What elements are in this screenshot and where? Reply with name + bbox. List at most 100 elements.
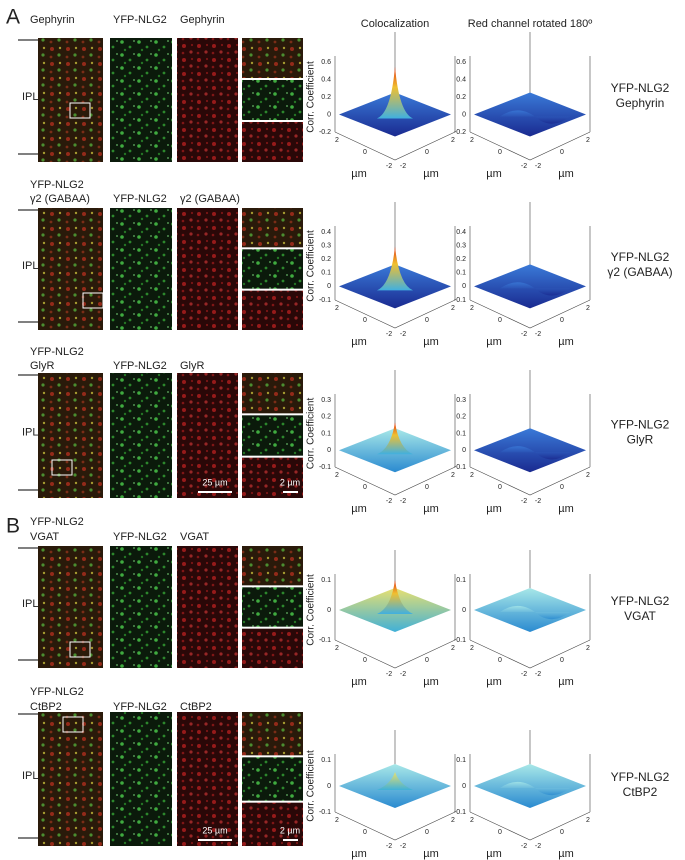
inset-image	[242, 38, 303, 78]
z-tick-label: -0.1	[319, 297, 331, 304]
ipl-label: IPL	[22, 91, 39, 103]
row-label: CtBP2	[623, 785, 658, 799]
y-tick-label: -2	[535, 498, 541, 505]
z-axis-label: Corr. Coefficient	[306, 230, 317, 302]
scale-label: 25 µm	[202, 477, 227, 487]
axis-unit: µm	[423, 676, 439, 688]
row-label: VGAT	[624, 609, 656, 623]
image-label: γ2 (GABAA)	[30, 193, 90, 205]
surface-bump	[500, 110, 570, 124]
axis-floor	[334, 466, 456, 496]
y-tick-label: 0	[425, 657, 429, 664]
z-tick-label: 0	[327, 783, 331, 790]
inset-image	[242, 628, 303, 668]
inset-image	[242, 122, 303, 162]
x-tick-label: 0	[498, 317, 502, 324]
y-tick-label: 2	[451, 137, 455, 144]
inset-image	[242, 712, 303, 756]
y-tick-label: 0	[425, 317, 429, 324]
y-tick-label: 2	[586, 305, 590, 312]
red-image	[177, 208, 238, 330]
z-tick-label: -0.1	[319, 464, 331, 471]
scale-label: 2 µm	[280, 825, 300, 835]
scale-label: 25 µm	[202, 825, 227, 835]
surface-peak	[377, 246, 413, 291]
axis-floor	[469, 131, 591, 161]
x-tick-label: 0	[498, 484, 502, 491]
roi-box	[62, 716, 84, 733]
surface-peak	[377, 580, 413, 614]
axis-unit: µm	[351, 848, 367, 860]
green-image	[110, 373, 172, 498]
y-tick-label: -2	[535, 163, 541, 170]
inset-image	[242, 208, 303, 248]
z-tick-label: 0.2	[321, 94, 331, 101]
y-tick-label: 2	[451, 305, 455, 312]
column-header: Red channel rotated 180º	[468, 18, 593, 30]
axis-unit: µm	[486, 503, 502, 515]
axis-unit: µm	[558, 848, 574, 860]
axis-unit: µm	[558, 503, 574, 515]
axis-unit: µm	[486, 676, 502, 688]
red-image	[177, 712, 238, 846]
image-label: Gephyrin	[180, 14, 225, 26]
image-label: YFP-NLG2	[30, 346, 84, 358]
x-tick-label: 2	[335, 472, 339, 479]
image-label: GlyR	[30, 360, 55, 372]
row-label: YFP-NLG2	[611, 770, 670, 784]
axis-unit: µm	[486, 168, 502, 180]
roi-box	[51, 459, 73, 476]
axis-floor	[334, 639, 456, 669]
x-tick-label: 0	[363, 317, 367, 324]
x-tick-label: 2	[335, 817, 339, 824]
z-tick-label: 0.2	[456, 94, 466, 101]
ipl-label: IPL	[22, 260, 39, 272]
axis-floor	[469, 639, 591, 669]
inset-image	[242, 587, 303, 627]
axis-unit: µm	[486, 336, 502, 348]
z-tick-label: 0.3	[456, 397, 466, 404]
green-image	[110, 208, 172, 330]
z-tick-label: 0.4	[456, 229, 466, 236]
z-tick-label: -0.2	[454, 129, 466, 136]
z-tick-label: -0.1	[454, 297, 466, 304]
ipl-label: IPL	[22, 770, 39, 782]
z-tick-label: 0	[462, 447, 466, 454]
y-tick-label: -2	[535, 671, 541, 678]
axis-unit: µm	[558, 676, 574, 688]
axis-floor	[334, 299, 456, 329]
z-tick-label: 0.2	[321, 256, 331, 263]
axis-unit: µm	[423, 336, 439, 348]
x-tick-label: -2	[521, 331, 527, 338]
z-tick-label: 0	[327, 111, 331, 118]
axis-floor	[469, 299, 591, 329]
z-tick-label: 0.6	[456, 59, 466, 66]
x-tick-label: -2	[386, 331, 392, 338]
axis-unit: µm	[423, 848, 439, 860]
surface-bump	[500, 781, 570, 796]
x-tick-label: 2	[470, 645, 474, 652]
ipl-label: IPL	[22, 598, 39, 610]
y-tick-label: -2	[400, 843, 406, 850]
red-image	[177, 38, 238, 162]
merge-image	[38, 208, 103, 330]
image-label: YFP-NLG2	[113, 531, 167, 543]
surface-peak	[377, 422, 413, 455]
scale-label: 2 µm	[280, 477, 300, 487]
merge-image	[38, 712, 103, 846]
red-image	[177, 373, 238, 498]
x-tick-label: -2	[386, 498, 392, 505]
surface-bump	[500, 605, 570, 620]
z-tick-label: 0	[327, 447, 331, 454]
y-tick-label: 0	[425, 149, 429, 156]
image-label: VGAT	[180, 531, 209, 543]
z-tick-label: -0.1	[319, 637, 331, 644]
y-tick-label: -2	[400, 163, 406, 170]
x-tick-label: 0	[363, 149, 367, 156]
y-tick-label: 0	[560, 657, 564, 664]
z-tick-label: 0	[462, 607, 466, 614]
z-tick-label: 0	[327, 607, 331, 614]
x-tick-label: 0	[363, 484, 367, 491]
x-tick-label: 2	[335, 305, 339, 312]
x-tick-label: -2	[521, 671, 527, 678]
